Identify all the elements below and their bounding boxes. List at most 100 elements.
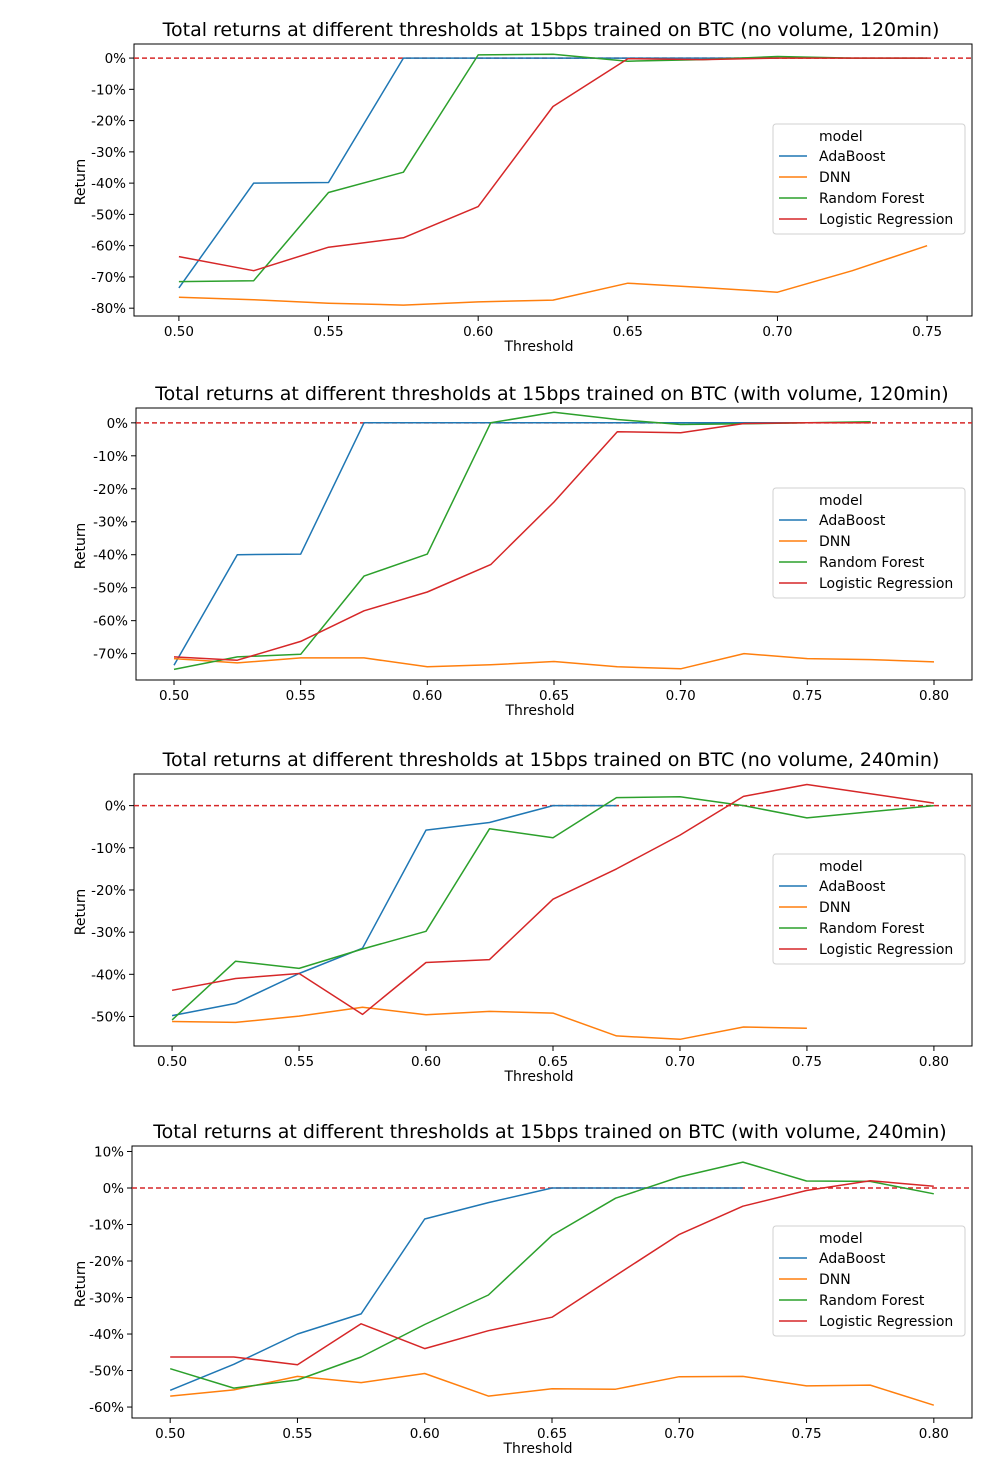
x-axis-label: Threshold xyxy=(505,703,575,719)
y-axis-label: Return xyxy=(73,889,89,935)
y-tick-label: -30% xyxy=(89,1291,124,1307)
series-line-random-forest xyxy=(171,796,934,1021)
legend-entry: DNN xyxy=(819,900,851,916)
y-tick-label: -10% xyxy=(91,82,126,98)
chart-title: Total returns at different thresholds at… xyxy=(154,383,948,405)
legend-entry: AdaBoost xyxy=(819,513,886,529)
y-tick-label: -10% xyxy=(91,841,126,857)
legend-title: model xyxy=(819,1231,863,1247)
legend-entry: DNN xyxy=(819,170,851,186)
series-line-random-forest xyxy=(178,53,928,283)
y-tick-label: -40% xyxy=(89,1327,124,1343)
x-tick-label: 0.55 xyxy=(282,1426,312,1442)
y-tick-label: 0% xyxy=(107,416,129,432)
y-tick-label: -70% xyxy=(93,647,128,663)
x-tick-label: 0.70 xyxy=(665,1054,695,1070)
y-tick-label: -20% xyxy=(93,482,128,498)
x-tick-label: 0.70 xyxy=(762,324,792,340)
y-tick-label: -50% xyxy=(93,581,128,597)
chart-4: Total returns at different thresholds at… xyxy=(73,1121,973,1457)
x-tick-label: 0.75 xyxy=(912,324,942,340)
series-line-dnn xyxy=(172,1006,807,1041)
chart-title: Total returns at different thresholds at… xyxy=(162,749,940,771)
x-tick-label: 0.50 xyxy=(157,1054,187,1070)
y-tick-label: -10% xyxy=(89,1217,124,1233)
series-line-random-forest xyxy=(173,411,871,671)
y-tick-label: -60% xyxy=(91,239,126,255)
y-tick-label: 0% xyxy=(105,799,127,815)
y-tick-label: -40% xyxy=(91,967,126,983)
x-tick-label: 0.60 xyxy=(411,1054,441,1070)
x-tick-label: 0.75 xyxy=(792,1426,822,1442)
y-tick-label: -30% xyxy=(93,515,128,531)
y-axis-label: Return xyxy=(73,159,89,205)
x-axis-label: Threshold xyxy=(504,339,574,355)
chart-2: Total returns at different thresholds at… xyxy=(73,383,973,719)
series-line-logistic-regression xyxy=(173,422,871,661)
x-tick-label: 0.80 xyxy=(919,1426,949,1442)
y-axis-label: Return xyxy=(73,1261,89,1307)
x-tick-label: 0.65 xyxy=(538,1054,568,1070)
legend: model AdaBoost DNN Random Forest Logistic Re… xyxy=(772,123,966,235)
chart-1: Total returns at different thresholds at… xyxy=(73,19,973,355)
legend-title: model xyxy=(819,859,863,875)
y-tick-label: -50% xyxy=(91,1009,126,1025)
legend-entry: Logistic Regression xyxy=(819,212,953,228)
legend-entry: Logistic Regression xyxy=(819,942,953,958)
x-axis-label: Threshold xyxy=(504,1069,574,1085)
x-tick-label: 0.75 xyxy=(792,688,822,704)
series-line-dnn xyxy=(173,652,935,670)
legend-box xyxy=(772,853,966,965)
y-tick-label: -40% xyxy=(91,176,126,192)
legend-title: model xyxy=(819,493,863,509)
y-tick-label: 0% xyxy=(105,51,127,67)
x-tick-label: 0.50 xyxy=(159,688,189,704)
legend-entry: Random Forest xyxy=(819,555,925,571)
x-tick-label: 0.70 xyxy=(664,1426,694,1442)
series-line-logistic-regression xyxy=(178,57,928,272)
y-tick-label: -20% xyxy=(91,883,126,899)
y-tick-label: -20% xyxy=(89,1254,124,1270)
legend-entry: Logistic Regression xyxy=(819,576,953,592)
legend-box xyxy=(772,1225,966,1337)
x-tick-label: 0.55 xyxy=(314,324,344,340)
y-tick-label: -50% xyxy=(89,1364,124,1380)
series-line-adaboost xyxy=(173,422,871,666)
x-tick-label: 0.50 xyxy=(155,1426,185,1442)
series-line-dnn xyxy=(178,244,928,306)
x-tick-label: 0.60 xyxy=(463,324,493,340)
legend: model AdaBoost DNN Random Forest Logistic Re… xyxy=(772,853,966,965)
legend-title: model xyxy=(819,129,863,145)
legend-box xyxy=(772,487,966,599)
y-tick-label: 0% xyxy=(103,1181,125,1197)
chart-title: Total returns at different thresholds at… xyxy=(162,19,940,41)
series-line-adaboost xyxy=(178,57,778,289)
legend: model AdaBoost DNN Random Forest Logistic Re… xyxy=(772,1225,966,1337)
x-tick-label: 0.75 xyxy=(792,1054,822,1070)
legend-entry: Logistic Regression xyxy=(819,1314,953,1330)
legend-entry: AdaBoost xyxy=(819,1251,886,1267)
legend-box xyxy=(772,123,966,235)
x-tick-label: 0.65 xyxy=(613,324,643,340)
legend-entry: AdaBoost xyxy=(819,879,886,895)
x-tick-label: 0.70 xyxy=(666,688,696,704)
legend-entry: DNN xyxy=(819,1272,851,1288)
y-tick-label: 10% xyxy=(94,1144,124,1160)
legend-entry: AdaBoost xyxy=(819,149,886,165)
chart-3: Total returns at different thresholds at… xyxy=(73,749,973,1085)
y-tick-label: -60% xyxy=(89,1400,124,1416)
series-line-random-forest xyxy=(169,1161,934,1389)
y-tick-label: -60% xyxy=(93,614,128,630)
legend-entry: DNN xyxy=(819,534,851,550)
x-tick-label: 0.65 xyxy=(539,688,569,704)
y-tick-label: -30% xyxy=(91,925,126,941)
chart-title: Total returns at different thresholds at… xyxy=(152,1121,946,1143)
series-line-adaboost xyxy=(171,804,617,1017)
x-axis-label: Threshold xyxy=(503,1441,573,1457)
y-tick-label: -30% xyxy=(91,145,126,161)
plot-frame xyxy=(133,43,973,317)
x-tick-label: 0.80 xyxy=(919,1054,949,1070)
x-tick-label: 0.65 xyxy=(537,1426,567,1442)
y-tick-label: -10% xyxy=(93,449,128,465)
